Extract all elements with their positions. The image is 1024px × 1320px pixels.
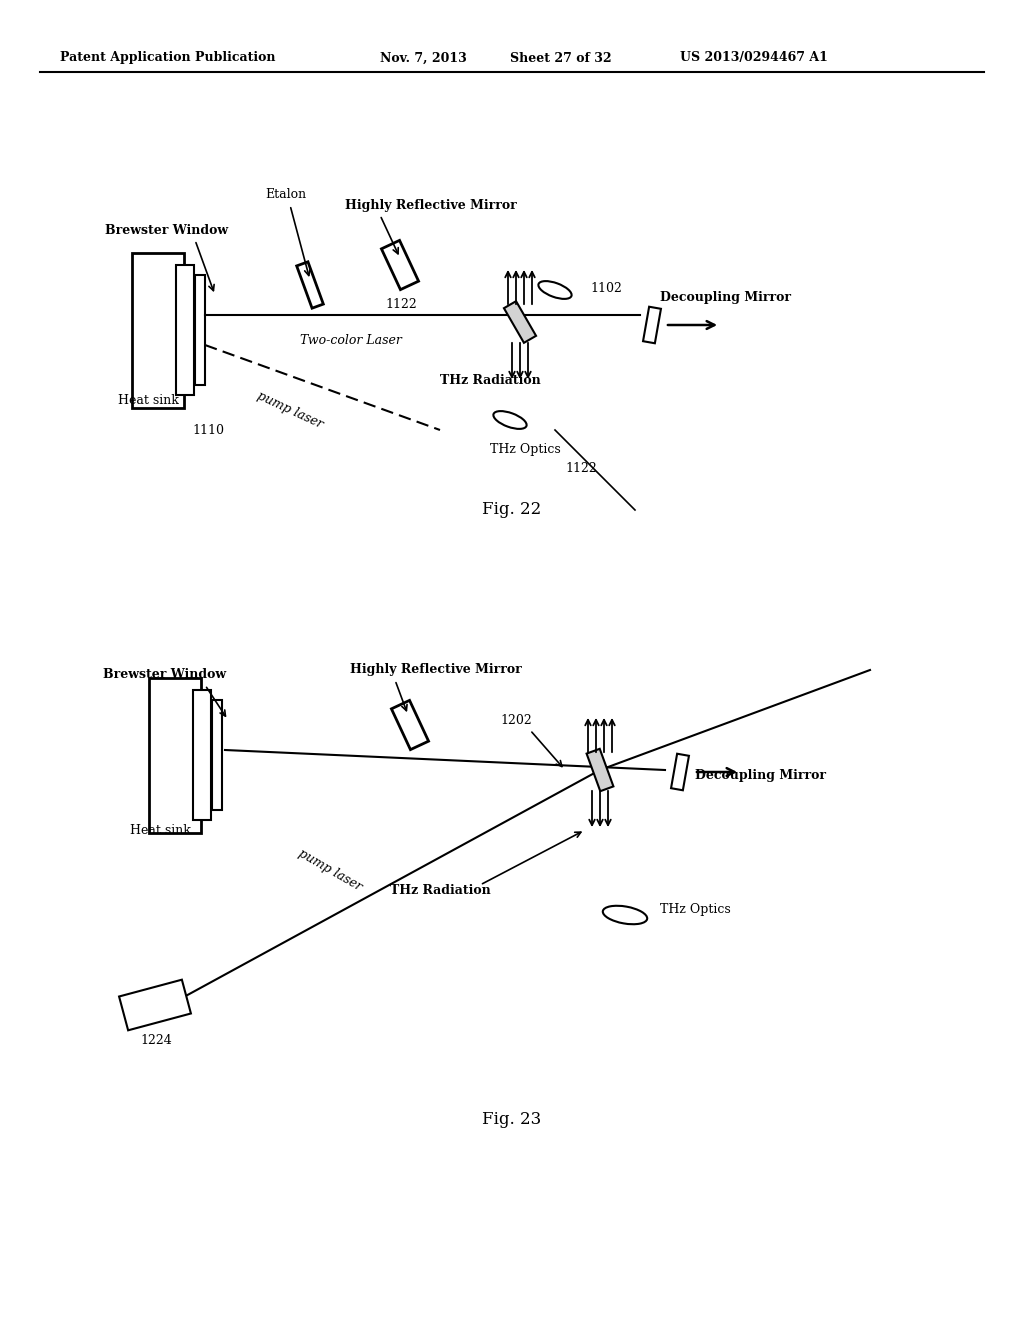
Polygon shape (381, 240, 419, 289)
Polygon shape (132, 252, 184, 408)
Text: Etalon: Etalon (265, 189, 306, 202)
Text: 1224: 1224 (140, 1034, 172, 1047)
Text: Heat sink: Heat sink (118, 393, 179, 407)
Text: Brewster Window: Brewster Window (105, 223, 228, 236)
Text: 1110: 1110 (193, 424, 224, 437)
Ellipse shape (494, 411, 526, 429)
Text: pump laser: pump laser (255, 389, 325, 430)
Text: Decoupling Mirror: Decoupling Mirror (660, 292, 791, 305)
Text: THz Radiation: THz Radiation (390, 883, 490, 896)
Polygon shape (587, 748, 613, 791)
Polygon shape (119, 979, 190, 1031)
Polygon shape (643, 306, 660, 343)
Polygon shape (671, 754, 689, 791)
Polygon shape (391, 701, 429, 750)
Text: Highly Reflective Mirror: Highly Reflective Mirror (345, 198, 517, 211)
Text: US 2013/0294467 A1: US 2013/0294467 A1 (680, 51, 827, 65)
Text: pump laser: pump laser (296, 846, 365, 894)
Text: 1102: 1102 (590, 281, 622, 294)
Ellipse shape (539, 281, 571, 298)
Text: Fig. 23: Fig. 23 (482, 1111, 542, 1129)
Polygon shape (176, 265, 194, 395)
Text: Heat sink: Heat sink (130, 824, 190, 837)
Text: THz Optics: THz Optics (660, 903, 731, 916)
Polygon shape (504, 301, 536, 343)
Polygon shape (150, 677, 201, 833)
Ellipse shape (603, 906, 647, 924)
Text: 1122: 1122 (565, 462, 597, 474)
Text: 1202: 1202 (500, 714, 531, 726)
Text: Nov. 7, 2013: Nov. 7, 2013 (380, 51, 467, 65)
Text: Fig. 22: Fig. 22 (482, 502, 542, 519)
Text: Two-color Laser: Two-color Laser (300, 334, 401, 346)
Polygon shape (193, 690, 211, 820)
Text: Brewster Window: Brewster Window (103, 668, 226, 681)
Text: Highly Reflective Mirror: Highly Reflective Mirror (350, 664, 522, 676)
Text: THz Optics: THz Optics (490, 444, 561, 457)
Polygon shape (212, 700, 222, 810)
Text: Sheet 27 of 32: Sheet 27 of 32 (510, 51, 611, 65)
Text: 1122: 1122 (385, 298, 417, 312)
Text: THz Radiation: THz Radiation (440, 374, 541, 387)
Text: Patent Application Publication: Patent Application Publication (60, 51, 275, 65)
Text: Decoupling Mirror: Decoupling Mirror (695, 768, 826, 781)
Polygon shape (297, 261, 324, 308)
Polygon shape (195, 275, 205, 385)
